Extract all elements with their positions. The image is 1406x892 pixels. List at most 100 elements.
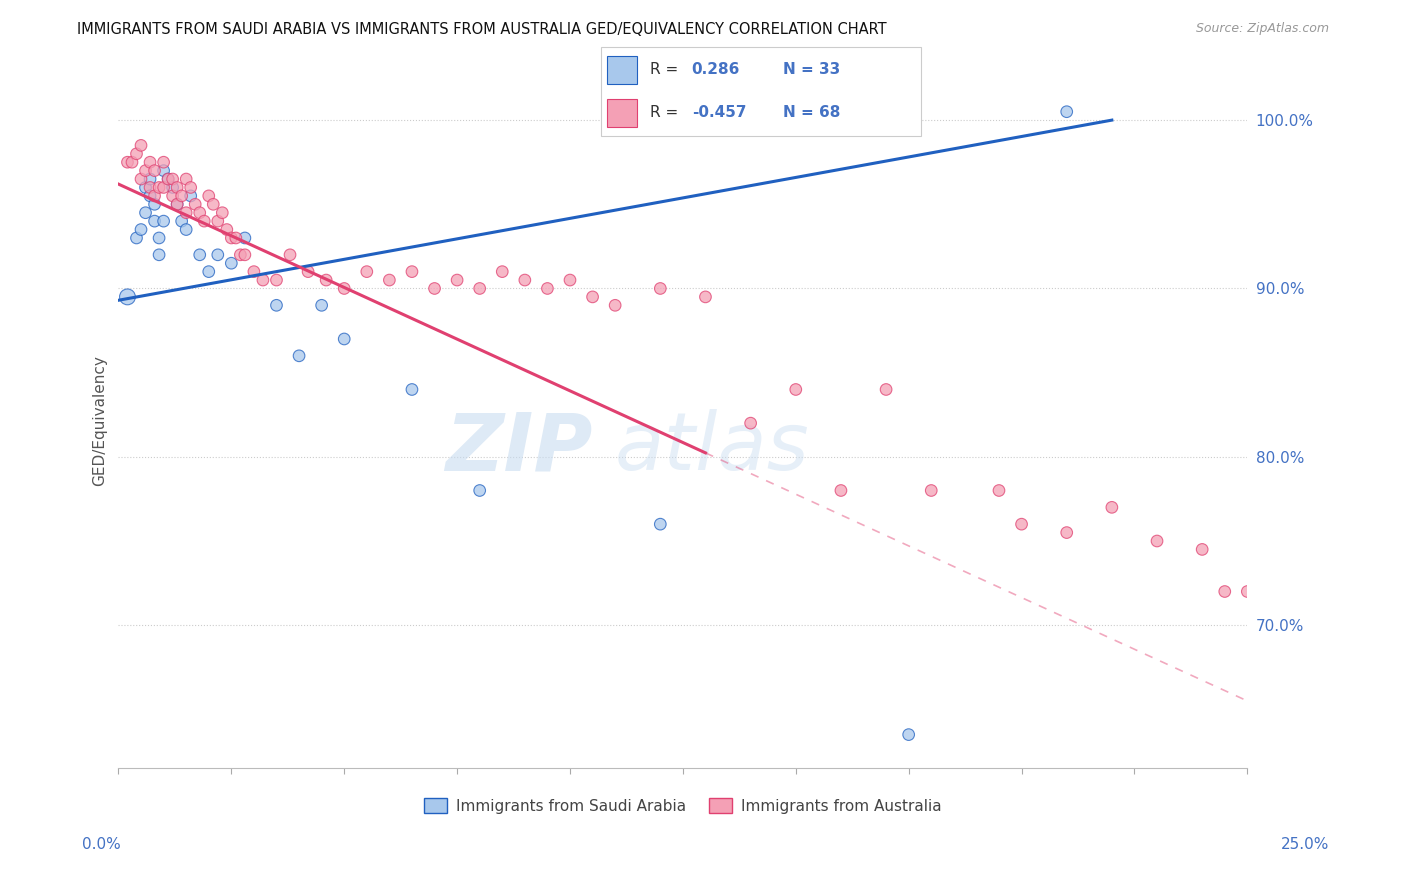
Point — [401, 383, 423, 397]
Legend: Immigrants from Saudi Arabia, Immigrants from Australia: Immigrants from Saudi Arabia, Immigrants… — [418, 792, 948, 820]
Point — [157, 172, 180, 186]
Point — [148, 180, 170, 194]
Text: N = 68: N = 68 — [783, 105, 839, 120]
Point — [170, 189, 193, 203]
Point — [1056, 525, 1078, 540]
Point — [378, 273, 401, 287]
Point — [174, 205, 197, 219]
Point — [188, 205, 211, 219]
Point — [785, 383, 807, 397]
Text: R =: R = — [651, 105, 683, 120]
Text: N = 33: N = 33 — [783, 62, 839, 78]
Text: ZIP: ZIP — [446, 409, 592, 487]
Point — [166, 197, 188, 211]
Point — [315, 273, 337, 287]
Point — [121, 155, 143, 169]
Point — [135, 205, 157, 219]
Point — [536, 281, 558, 295]
Point — [207, 248, 229, 262]
Point — [243, 265, 266, 279]
Point — [135, 180, 157, 194]
Point — [311, 298, 333, 312]
Point — [139, 189, 162, 203]
Point — [166, 180, 188, 194]
Point — [897, 728, 920, 742]
Point — [401, 265, 423, 279]
Point — [605, 298, 627, 312]
Point — [1011, 517, 1033, 532]
Point — [278, 248, 301, 262]
Point — [174, 222, 197, 236]
Point — [166, 197, 188, 211]
Text: R =: R = — [651, 62, 683, 78]
Point — [162, 189, 184, 203]
Point — [152, 155, 174, 169]
Point — [446, 273, 468, 287]
Point — [193, 214, 215, 228]
Point — [148, 231, 170, 245]
Point — [333, 332, 356, 346]
Point — [129, 222, 152, 236]
Point — [162, 180, 184, 194]
Text: -0.457: -0.457 — [692, 105, 747, 120]
Point — [184, 197, 207, 211]
Point — [211, 205, 233, 219]
Point — [129, 138, 152, 153]
Point — [266, 273, 288, 287]
Point — [1236, 584, 1258, 599]
Point — [988, 483, 1011, 498]
Point — [117, 290, 139, 304]
Point — [581, 290, 603, 304]
Point — [650, 281, 672, 295]
Point — [143, 214, 166, 228]
Point — [875, 383, 897, 397]
Point — [252, 273, 274, 287]
Point — [229, 248, 252, 262]
Y-axis label: GED/Equivalency: GED/Equivalency — [93, 355, 107, 486]
Point — [830, 483, 852, 498]
Point — [152, 214, 174, 228]
Point — [207, 214, 229, 228]
Point — [152, 180, 174, 194]
Text: IMMIGRANTS FROM SAUDI ARABIA VS IMMIGRANTS FROM AUSTRALIA GED/EQUIVALENCY CORREL: IMMIGRANTS FROM SAUDI ARABIA VS IMMIGRAN… — [77, 22, 887, 37]
Point — [266, 298, 288, 312]
Point — [740, 416, 762, 430]
Point — [1056, 104, 1078, 119]
Text: 25.0%: 25.0% — [1281, 838, 1329, 852]
Point — [695, 290, 717, 304]
Point — [139, 155, 162, 169]
Point — [297, 265, 319, 279]
Point — [139, 172, 162, 186]
Point — [180, 180, 202, 194]
Point — [180, 189, 202, 203]
Point — [152, 163, 174, 178]
Point — [197, 189, 219, 203]
Point — [197, 265, 219, 279]
Point — [202, 197, 225, 211]
Point — [135, 163, 157, 178]
Point — [333, 281, 356, 295]
Point — [125, 231, 148, 245]
Point — [491, 265, 513, 279]
Point — [356, 265, 378, 279]
Point — [221, 256, 243, 270]
Point — [162, 172, 184, 186]
Point — [215, 222, 238, 236]
Point — [513, 273, 536, 287]
FancyBboxPatch shape — [607, 99, 637, 127]
Point — [288, 349, 311, 363]
Point — [157, 172, 180, 186]
Point — [233, 231, 256, 245]
Point — [1213, 584, 1236, 599]
Point — [225, 231, 247, 245]
Point — [920, 483, 942, 498]
Text: Source: ZipAtlas.com: Source: ZipAtlas.com — [1195, 22, 1329, 36]
Point — [143, 163, 166, 178]
Point — [143, 197, 166, 211]
Point — [143, 189, 166, 203]
Point — [148, 248, 170, 262]
Text: 0.286: 0.286 — [692, 62, 740, 78]
Point — [1101, 500, 1123, 515]
Point — [125, 146, 148, 161]
Point — [117, 155, 139, 169]
